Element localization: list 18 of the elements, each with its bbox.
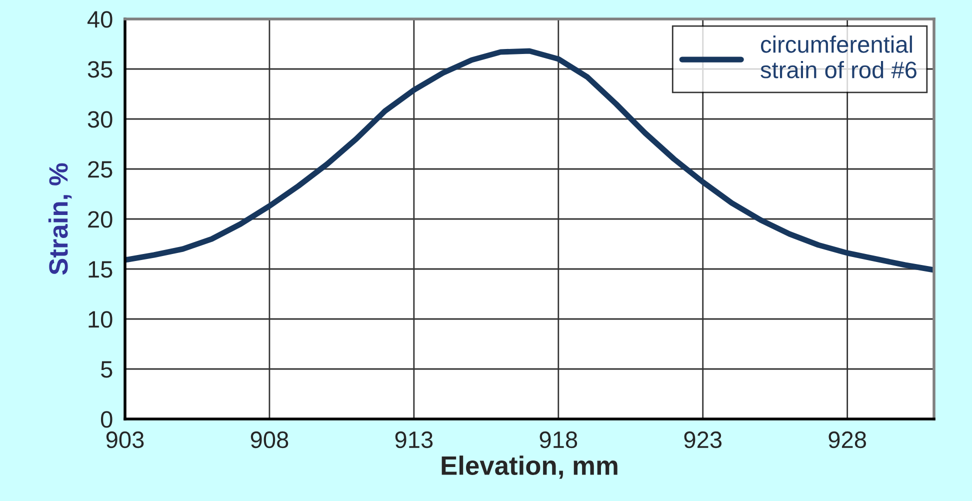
y-tick-label: 10 bbox=[88, 311, 112, 328]
x-tick-label: 913 bbox=[395, 431, 433, 448]
y-tick-label: 15 bbox=[88, 261, 112, 278]
y-tick-label: 0 bbox=[100, 411, 112, 428]
y-tick-label: 25 bbox=[88, 161, 112, 178]
y-tick-label: 35 bbox=[88, 61, 112, 78]
y-tick-label: 40 bbox=[87, 11, 112, 28]
legend-label: circumferential strain of rod #6 bbox=[760, 36, 916, 78]
y-axis-title: Strain, % bbox=[48, 163, 72, 275]
x-tick-label: 918 bbox=[540, 431, 578, 448]
y-tick-label: 30 bbox=[88, 111, 112, 128]
x-tick-label: 928 bbox=[828, 431, 866, 448]
x-axis-title: Elevation, mm bbox=[442, 456, 618, 479]
x-tick-label: 903 bbox=[106, 431, 144, 448]
x-tick-label: 923 bbox=[684, 431, 722, 448]
y-tick-label: 5 bbox=[101, 361, 112, 378]
y-tick-label: 20 bbox=[88, 211, 112, 228]
x-tick-label: 908 bbox=[250, 431, 288, 448]
